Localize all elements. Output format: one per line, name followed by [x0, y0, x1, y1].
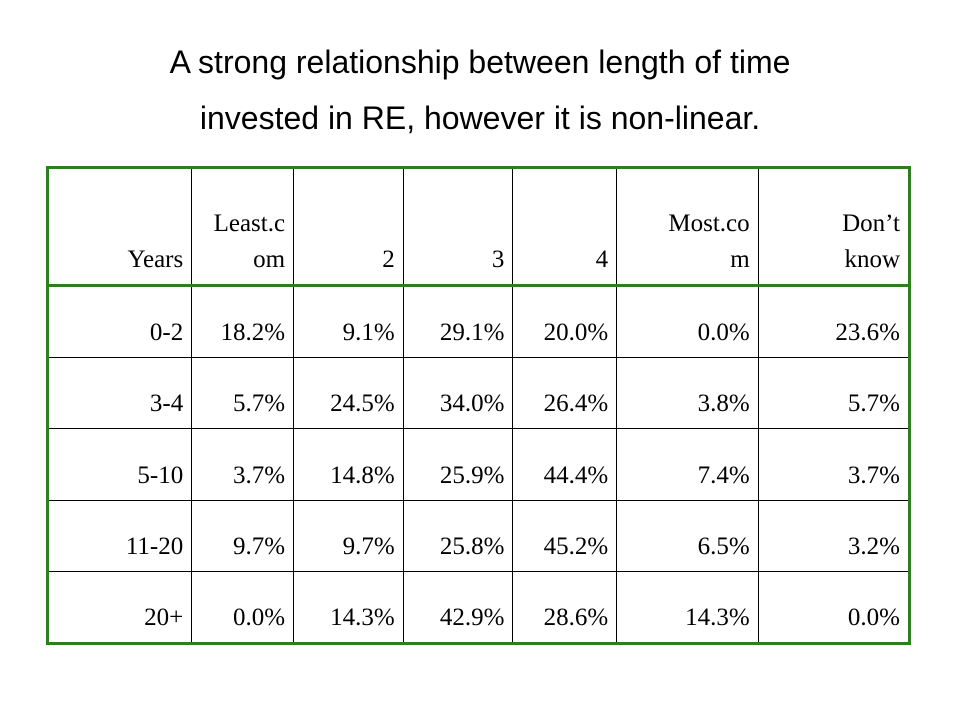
table-cell: 20+	[45, 571, 193, 643]
slide-title: A strong relationship between length of …	[40, 34, 920, 146]
table-cell: 9.1%	[293, 285, 404, 357]
header-row: Years Least.c om 2 3 4 Most.co m Don’t k…	[45, 167, 912, 287]
table-cell: 28.6%	[512, 571, 618, 643]
header-2: 2	[293, 167, 404, 287]
header-most-common: Most.co m	[616, 167, 759, 287]
table-cell: 9.7%	[293, 500, 404, 572]
table-cell: 3.2%	[757, 500, 912, 572]
table-cell: 3-4	[45, 357, 193, 429]
table-cell: 45.2%	[512, 500, 618, 572]
table-row: 0-2 18.2% 9.1% 29.1% 20.0% 0.0% 23.6%	[45, 285, 912, 357]
header-text: Least.c	[213, 210, 286, 237]
header-years: Years	[45, 167, 193, 287]
title-line-2: invested in RE, however it is non-linear…	[199, 100, 761, 136]
table-cell: 14.8%	[293, 428, 404, 500]
header-text: Most.co	[668, 210, 750, 237]
table-cell: 11-20	[45, 500, 193, 572]
table-row: 11-20 9.7% 9.7% 25.8% 45.2% 6.5% 3.2%	[45, 500, 912, 572]
table-cell: 34.0%	[402, 357, 514, 429]
table-cell: 5.7%	[191, 357, 295, 429]
header-text: know	[844, 246, 900, 273]
table-cell: 44.4%	[512, 428, 618, 500]
table-row: 20+ 0.0% 14.3% 42.9% 28.6% 14.3% 0.0%	[45, 571, 912, 643]
table-cell: 5.7%	[757, 357, 912, 429]
table-row: 3-4 5.7% 24.5% 34.0% 26.4% 3.8% 5.7%	[45, 357, 912, 429]
table-cell: 3.8%	[616, 357, 759, 429]
table-cell: 0.0%	[757, 571, 912, 643]
table-cell: 25.9%	[402, 428, 514, 500]
data-table: Years Least.c om 2 3 4 Most.co m Don’t k…	[45, 166, 912, 645]
header-dont-know: Don’t know	[757, 167, 912, 287]
table-cell: 29.1%	[402, 285, 514, 357]
header-text: om	[253, 246, 286, 273]
table-cell: 42.9%	[402, 571, 514, 643]
table-cell: 26.4%	[512, 357, 618, 429]
table-cell: 3.7%	[757, 428, 912, 500]
header-least-common: Least.c om	[191, 167, 295, 287]
header-text: m	[730, 246, 750, 273]
table-cell: 25.8%	[402, 500, 514, 572]
table-cell: 5-10	[45, 428, 193, 500]
table-cell: 7.4%	[616, 428, 759, 500]
header-text: 2	[382, 246, 395, 273]
header-text: Years	[127, 246, 184, 273]
table-cell: 24.5%	[293, 357, 404, 429]
header-3: 3	[402, 167, 514, 287]
table-cell: 0.0%	[616, 285, 759, 357]
table-cell: 0.0%	[191, 571, 295, 643]
table-cell: 3.7%	[191, 428, 295, 500]
table-cell: 14.3%	[616, 571, 759, 643]
table-cell: 14.3%	[293, 571, 404, 643]
header-text: Don’t	[842, 210, 900, 237]
table-row: 5-10 3.7% 14.8% 25.9% 44.4% 7.4% 3.7%	[45, 428, 912, 500]
title-line-1: A strong relationship between length of …	[169, 44, 791, 80]
table-cell: 23.6%	[757, 285, 912, 357]
header-text: 4	[595, 246, 609, 273]
table-cell: 6.5%	[616, 500, 759, 572]
table-cell: 20.0%	[512, 285, 618, 357]
header-text: 3	[491, 246, 505, 273]
table-cell: 9.7%	[191, 500, 295, 572]
header-4: 4	[512, 167, 618, 287]
table-cell: 18.2%	[191, 285, 295, 357]
table-cell: 0-2	[45, 285, 193, 357]
